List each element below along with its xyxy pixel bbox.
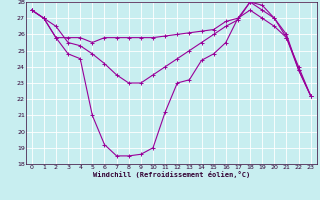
- X-axis label: Windchill (Refroidissement éolien,°C): Windchill (Refroidissement éolien,°C): [92, 171, 250, 178]
